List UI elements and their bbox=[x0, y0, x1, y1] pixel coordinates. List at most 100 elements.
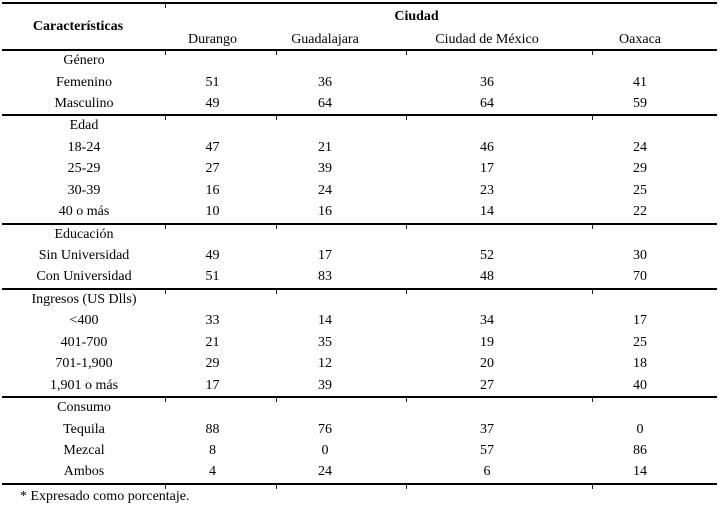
column-tick bbox=[592, 484, 593, 489]
column-header-oaxaca: Oaxaca bbox=[593, 30, 718, 51]
section-header-row: Ingresos (US Dlls) bbox=[2, 287, 718, 311]
value-cell: 52 bbox=[480, 248, 494, 264]
value-cell: 16 bbox=[318, 204, 332, 220]
data-row: Tequila 88 76 37 0 bbox=[2, 419, 717, 441]
empty-cell bbox=[591, 287, 718, 311]
value-cell: 27 bbox=[205, 161, 220, 177]
value-cell: 64 bbox=[318, 95, 332, 111]
empty-cell bbox=[406, 49, 593, 72]
value-cell: 64 bbox=[480, 95, 494, 111]
value-cell: 17 bbox=[480, 161, 494, 177]
row-label: 18-24 bbox=[67, 139, 101, 155]
section-header-row: Género bbox=[2, 49, 718, 72]
row-label: 30-39 bbox=[67, 182, 101, 198]
value-cell: 37 bbox=[480, 421, 494, 437]
value-cell: 24 bbox=[633, 139, 648, 155]
section-header-row: Consumo bbox=[2, 396, 718, 419]
data-row: Sin Universidad 49 17 52 30 bbox=[2, 245, 717, 267]
row-label: 401-700 bbox=[60, 334, 108, 350]
empty-cell bbox=[591, 114, 718, 137]
value-cell: 46 bbox=[480, 139, 494, 155]
data-row: 401-700 21 35 19 25 bbox=[2, 332, 717, 354]
empty-cell bbox=[591, 49, 718, 72]
empty-cell bbox=[276, 114, 407, 137]
value-cell: 18 bbox=[633, 356, 648, 372]
value-cell: 86 bbox=[633, 443, 648, 459]
row-label: Sin Universidad bbox=[38, 248, 130, 264]
value-cell: 14 bbox=[480, 204, 494, 220]
value-cell: 8 bbox=[209, 443, 216, 459]
empty-cell bbox=[406, 114, 593, 137]
value-cell: 17 bbox=[205, 377, 220, 393]
value-cell: 70 bbox=[633, 269, 648, 285]
group-header-row: Características Ciudad bbox=[2, 3, 717, 34]
value-cell: 49 bbox=[205, 248, 220, 264]
empty-cell bbox=[591, 396, 718, 419]
value-cell: 48 bbox=[480, 269, 494, 285]
value-cell: 39 bbox=[318, 161, 332, 177]
value-cell: 57 bbox=[480, 443, 494, 459]
value-cell: 83 bbox=[318, 269, 332, 285]
empty-cell bbox=[165, 49, 277, 72]
value-cell: 41 bbox=[633, 74, 648, 90]
section-label: Ingresos (US Dlls) bbox=[2, 287, 166, 311]
data-row: Con Universidad 51 83 48 70 bbox=[2, 267, 717, 289]
value-cell: 17 bbox=[633, 313, 648, 329]
row-label: Tequila bbox=[63, 421, 105, 437]
data-row: Femenino 51 36 36 41 bbox=[2, 72, 717, 94]
value-cell: 51 bbox=[205, 74, 220, 90]
value-cell: 6 bbox=[483, 464, 491, 480]
city-group-header: Ciudad bbox=[164, 3, 717, 30]
value-cell: 20 bbox=[480, 356, 494, 372]
value-cell: 14 bbox=[318, 313, 332, 329]
characteristics-header: Características bbox=[32, 18, 124, 34]
value-cell: 36 bbox=[480, 74, 494, 90]
row-label: 25-29 bbox=[67, 161, 101, 177]
value-cell: 40 bbox=[633, 377, 648, 393]
value-cell: 10 bbox=[205, 204, 220, 220]
column-header-guadalajara: Guadalajara bbox=[277, 30, 407, 51]
column-tick bbox=[276, 484, 277, 489]
empty-cell bbox=[591, 222, 718, 246]
value-cell: 88 bbox=[205, 421, 220, 437]
empty-cell bbox=[276, 49, 407, 72]
empty-cell bbox=[276, 222, 407, 246]
section-label: Educación bbox=[2, 222, 166, 246]
section-header-row: Educación bbox=[2, 222, 718, 246]
data-row: 30-39 16 24 23 25 bbox=[2, 180, 717, 202]
table-body: Género Femenino 51 36 36 41 Masculino 49 64 64 59 E… bbox=[2, 49, 718, 484]
empty-cell bbox=[276, 396, 407, 419]
row-label: Mezcal bbox=[63, 443, 105, 459]
value-cell: 27 bbox=[480, 377, 494, 393]
value-cell: 24 bbox=[318, 464, 332, 480]
value-cell: 51 bbox=[205, 269, 220, 285]
data-row: 701-1,900 29 12 20 18 bbox=[2, 354, 717, 376]
value-cell: 29 bbox=[205, 356, 220, 372]
city-header-row: Durango Guadalajara Ciudad de México Oax… bbox=[2, 30, 718, 51]
value-cell: 33 bbox=[205, 313, 220, 329]
value-cell: 0 bbox=[321, 443, 329, 459]
column-header-ciudad-de-mexico: Ciudad de México bbox=[407, 30, 593, 51]
value-cell: 39 bbox=[318, 377, 332, 393]
data-row: 18-24 47 21 46 24 bbox=[2, 137, 717, 159]
value-cell: 49 bbox=[205, 95, 220, 111]
value-cell: 17 bbox=[318, 248, 332, 264]
value-cell: 25 bbox=[633, 182, 648, 198]
value-cell: 36 bbox=[318, 74, 332, 90]
value-cell: 21 bbox=[205, 334, 220, 350]
value-cell: 35 bbox=[318, 334, 332, 350]
empty-cell bbox=[165, 396, 277, 419]
value-cell: 16 bbox=[205, 182, 220, 198]
value-cell: 0 bbox=[636, 421, 644, 437]
value-cell: 30 bbox=[633, 248, 648, 264]
row-label: 1,901 o más bbox=[49, 377, 119, 393]
value-cell: 59 bbox=[633, 95, 648, 111]
value-cell: 25 bbox=[633, 334, 648, 350]
empty-cell bbox=[406, 287, 593, 311]
value-cell: 21 bbox=[318, 139, 332, 155]
value-cell: 23 bbox=[480, 182, 494, 198]
data-row: 1,901 o más 17 39 27 40 bbox=[2, 375, 717, 397]
section-label: Edad bbox=[2, 114, 166, 137]
section-header-row: Edad bbox=[2, 114, 718, 137]
